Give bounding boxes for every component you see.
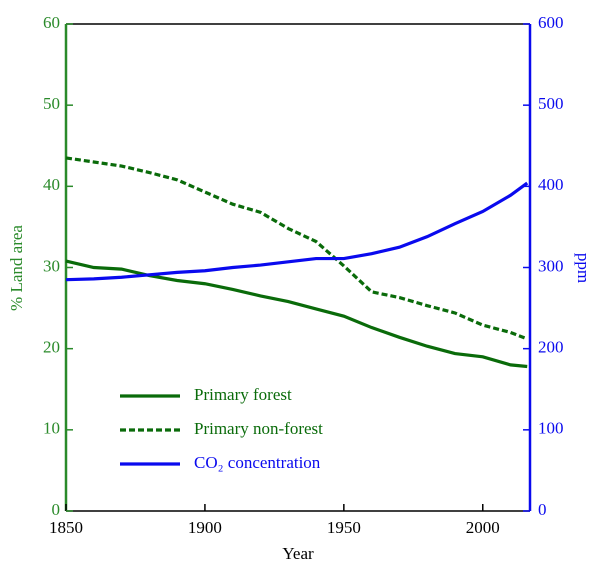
line xyxy=(65,181,529,282)
y2-tick-label: 400 xyxy=(538,175,564,194)
y-axis-label: % Land area xyxy=(7,225,26,311)
x-tick-label: 1950 xyxy=(327,518,361,537)
legend-label: CO₂ concentration xyxy=(194,453,321,472)
y-tick-label: 40 xyxy=(43,175,60,194)
legend-label: Primary forest xyxy=(194,385,292,404)
legend-label: Primary non-forest xyxy=(194,419,323,438)
y-tick-label: 60 xyxy=(43,13,60,32)
y-tick-label: 10 xyxy=(43,419,60,438)
y-tick-label: 50 xyxy=(43,94,60,113)
x-axis-label: Year xyxy=(282,544,314,563)
x-tick-label: 1900 xyxy=(188,518,222,537)
line xyxy=(65,156,528,341)
y-tick-label: 20 xyxy=(43,338,60,357)
x-tick-label: 1850 xyxy=(49,518,83,537)
x-tick-label: 2000 xyxy=(466,518,500,537)
y2-tick-label: 0 xyxy=(538,500,547,519)
y-tick-label: 0 xyxy=(52,500,61,519)
y2-tick-label: 200 xyxy=(538,338,564,357)
y-tick-label: 30 xyxy=(43,256,60,275)
y2-axis-label: ppm xyxy=(574,253,593,283)
y2-tick-label: 300 xyxy=(538,256,564,275)
y2-tick-label: 600 xyxy=(538,13,564,32)
y2-tick-label: 100 xyxy=(538,419,564,438)
y2-tick-label: 500 xyxy=(538,94,564,113)
